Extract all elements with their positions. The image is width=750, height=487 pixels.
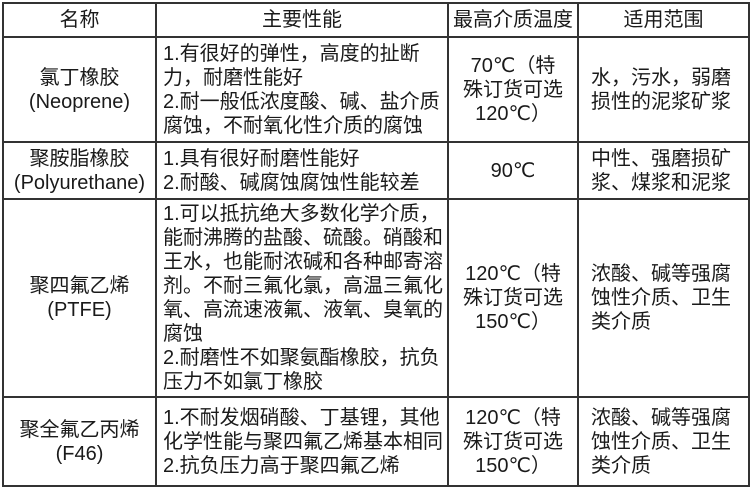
table-row: 聚胺脂橡胶 (Polyurethane) 1.具有很好耐磨性能好 2.耐酸、碱腐…	[2, 141, 750, 200]
header-row: 名称 主要性能 最高介质温度 适用范围	[2, 2, 750, 38]
max-temp-cell: 120℃（特殊订货可选150℃）	[447, 198, 579, 398]
material-name-cell: 聚四氟乙烯 (PTFE)	[2, 198, 157, 398]
application-cell: 浓酸、碱等强腐蚀性介质、卫生类介质	[577, 396, 750, 487]
properties-cell: 1.不耐发烟硝酸、丁基锂，其他化学性能与聚四氟乙烯基本相同 2.抗负压力高于聚四…	[155, 396, 449, 487]
column-header-max-temp: 最高介质温度	[447, 2, 579, 38]
max-temp-cell: 90℃	[447, 141, 579, 200]
properties-cell: 1.具有很好耐磨性能好 2.耐酸、碱腐蚀腐蚀性能较差	[155, 141, 449, 200]
material-name-cell: 氯丁橡胶 (Neoprene)	[2, 36, 157, 143]
application-cell: 浓酸、碱等强腐蚀性介质、卫生类介质	[577, 198, 750, 398]
properties-cell: 1.有很好的弹性，高度的扯断力，耐磨性能好 2.耐一般低浓度酸、碱、盐介质腐蚀，…	[155, 36, 449, 143]
column-header-application: 适用范围	[577, 2, 750, 38]
material-name-cell: 聚全氟乙丙烯 (F46)	[2, 396, 157, 487]
application-cell: 中性、强磨损矿浆、煤浆和泥浆	[577, 141, 750, 200]
table-row: 聚四氟乙烯 (PTFE) 1.可以抵抗绝大多数化学介质，能耐沸腾的盐酸、硫酸。硝…	[2, 198, 750, 398]
table-row: 聚全氟乙丙烯 (F46) 1.不耐发烟硝酸、丁基锂，其他化学性能与聚四氟乙烯基本…	[2, 396, 750, 487]
application-cell: 水，污水，弱磨损性的泥浆矿浆	[577, 36, 750, 143]
material-name-cell: 聚胺脂橡胶 (Polyurethane)	[2, 141, 157, 200]
properties-cell: 1.可以抵抗绝大多数化学介质，能耐沸腾的盐酸、硫酸。硝酸和王水，也能耐浓碱和各种…	[155, 198, 449, 398]
table-row: 氯丁橡胶 (Neoprene) 1.有很好的弹性，高度的扯断力，耐磨性能好 2.…	[2, 36, 750, 143]
max-temp-cell: 120℃（特殊订货可选150℃）	[447, 396, 579, 487]
max-temp-cell: 70℃（特殊订货可选120℃）	[447, 36, 579, 143]
column-header-name: 名称	[2, 2, 157, 38]
column-header-properties: 主要性能	[155, 2, 449, 38]
